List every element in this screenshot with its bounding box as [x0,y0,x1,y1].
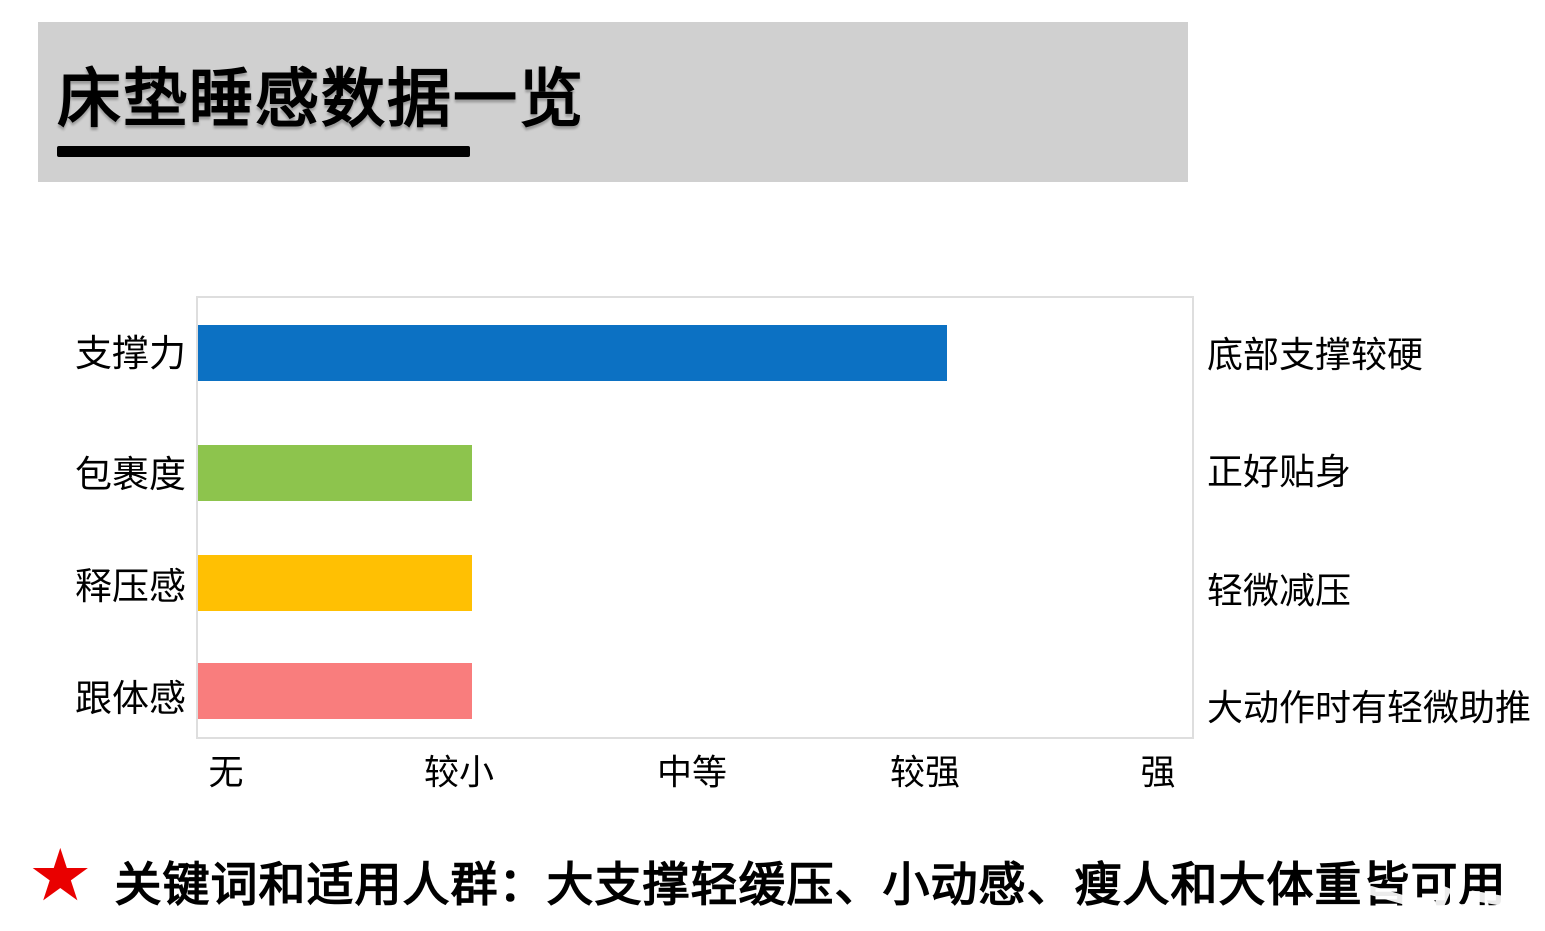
category-label-support: 支撑力 [75,333,186,374]
bar-wrap [198,445,472,501]
category-label-pressure-relief: 释压感 [75,566,186,607]
watermark [1366,885,1536,930]
star-icon: ★ [28,836,93,916]
x-axis-tick-3: 较强 [889,753,961,793]
bar-pressure-relief [198,555,472,611]
plot-area [196,296,1194,739]
title-underline [57,146,470,157]
x-axis-tick-2: 中等 [656,753,728,793]
annotation-motion-feel: 大动作时有轻微助推 [1207,687,1532,728]
category-label-wrap: 包裹度 [75,454,186,495]
category-label-motion-feel: 跟体感 [75,678,186,719]
x-axis-tick-1: 较小 [423,753,495,793]
bar-support [198,325,947,381]
x-axis-tick-4: 强 [1140,753,1176,793]
footer-keywords-row: ★ 关键词和适用人群：大支撑轻缓压、小动感、瘦人和大体重皆可用 [28,840,1538,916]
annotation-pressure-relief: 轻微减压 [1207,570,1352,611]
annotation-wrap: 正好贴身 [1207,451,1352,492]
bar-motion-feel [198,663,472,719]
page-title: 床垫睡感数据一览 [57,63,585,135]
annotation-support: 底部支撑较硬 [1207,334,1424,375]
footer-keywords-text: 关键词和适用人群：大支撑轻缓压、小动感、瘦人和大体重皆可用 [114,857,1507,911]
title-banner: 床垫睡感数据一览 [38,22,1188,182]
x-axis-tick-0: 无 [208,753,244,793]
